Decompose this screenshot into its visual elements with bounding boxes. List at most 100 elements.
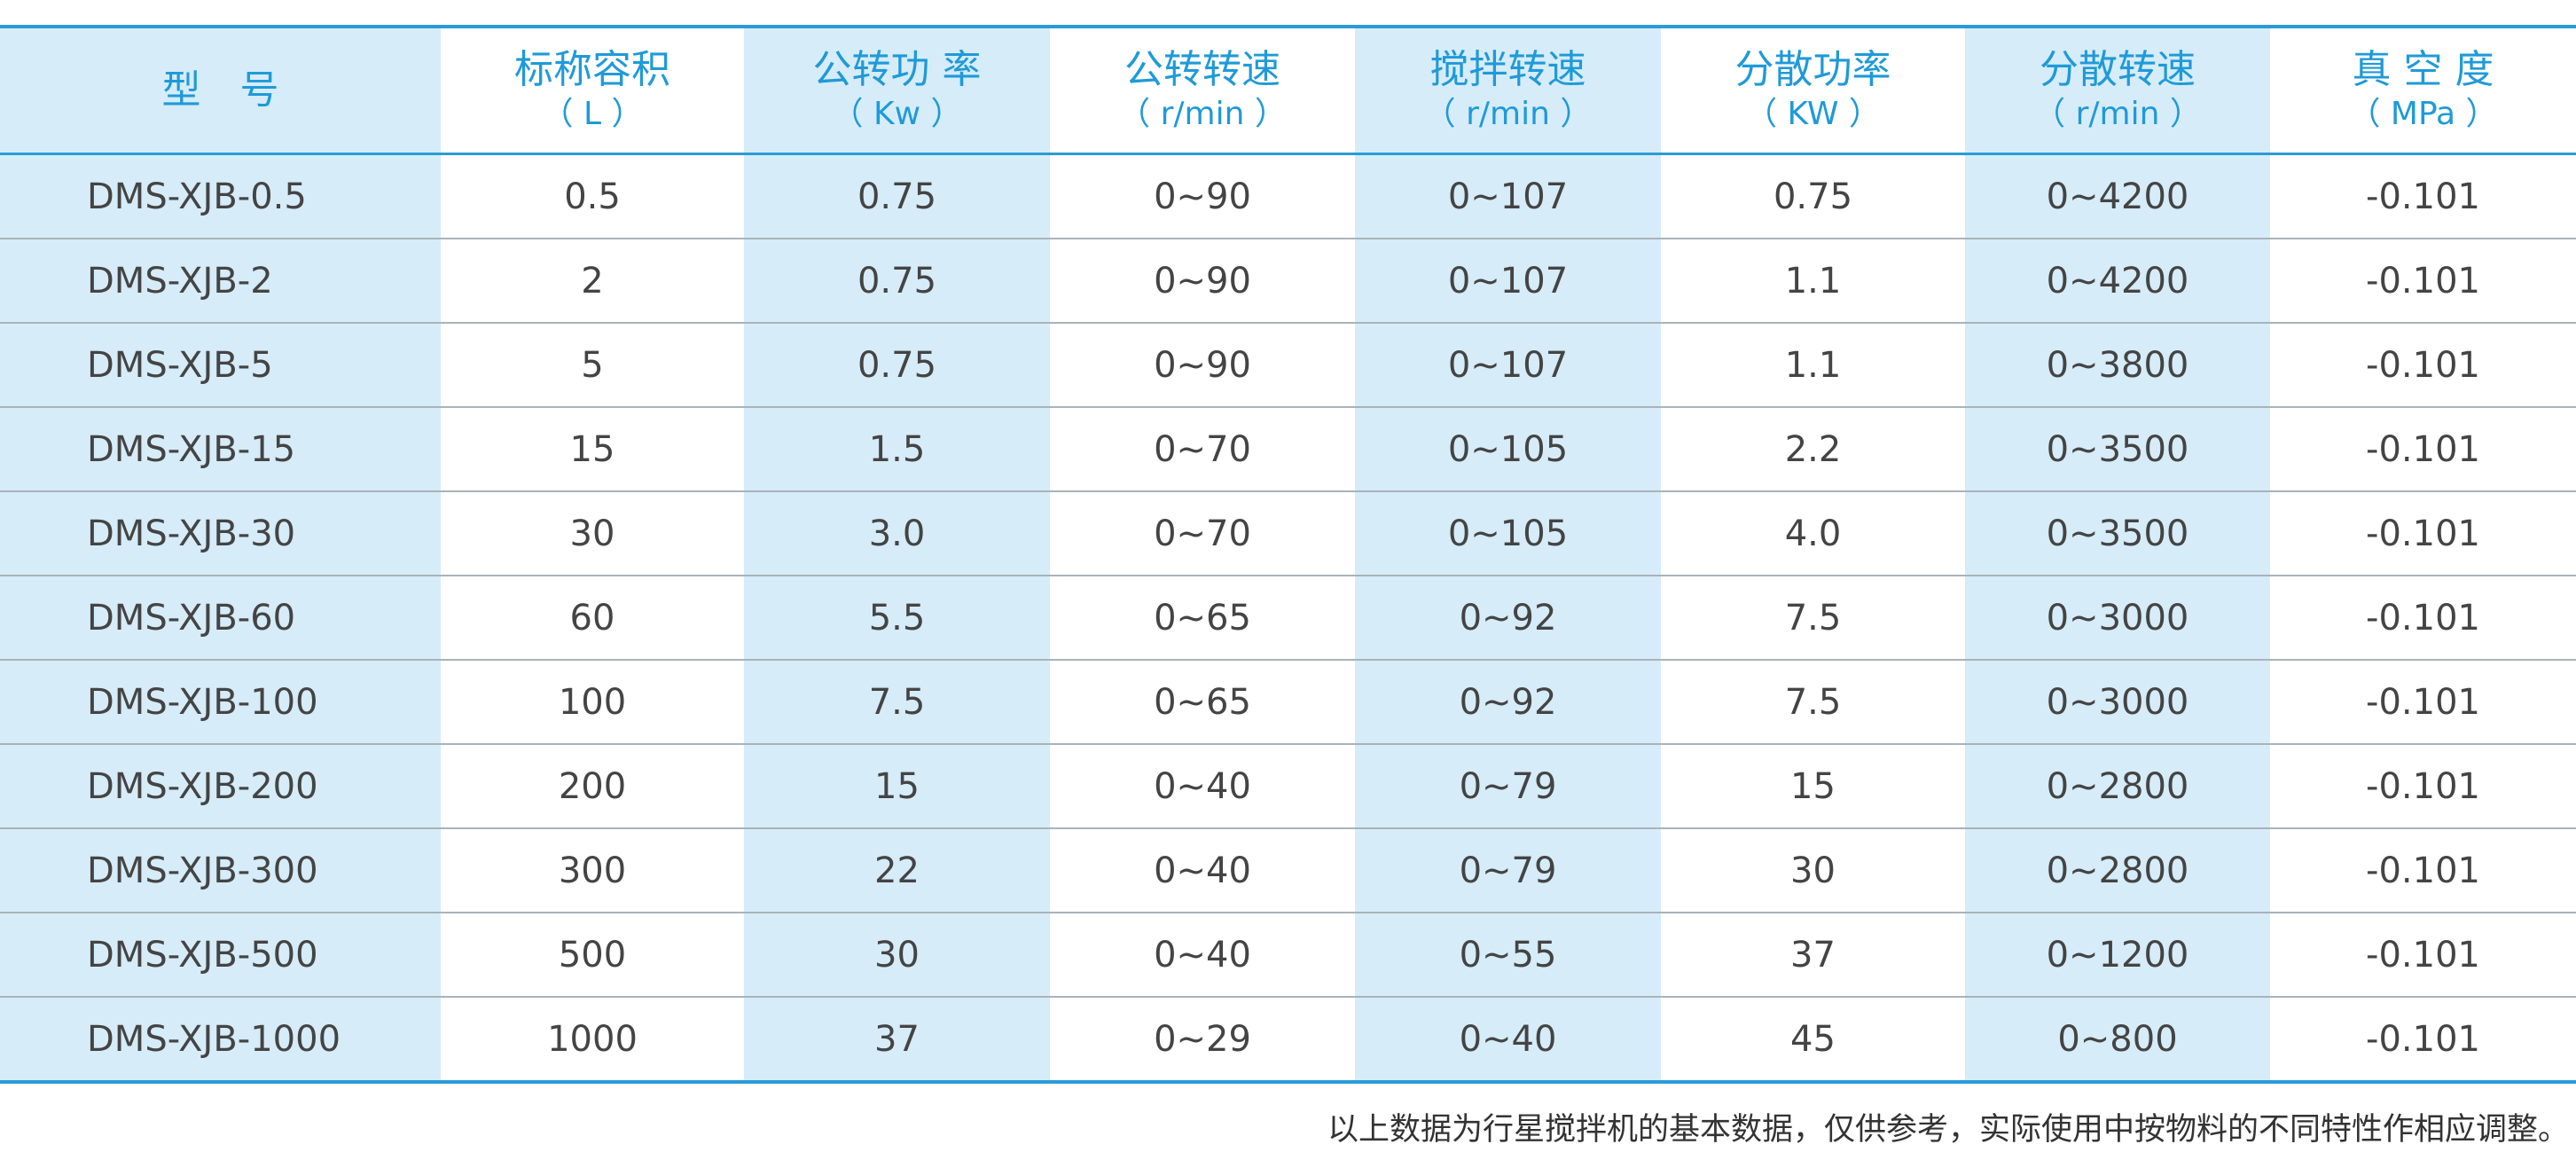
header-name: 型 号 (161, 67, 279, 113)
table-cell: 0~105 (1355, 406, 1661, 491)
table-cell: 0~3000 (1965, 575, 2270, 660)
table-cell: 1.5 (744, 406, 1050, 491)
table-cell: 0~79 (1355, 827, 1661, 913)
table-cell: DMS-XJB-100 (0, 659, 441, 744)
table-cell: 0~70 (1050, 406, 1355, 491)
table-cell: 0~4200 (1965, 153, 2270, 239)
table-cell: 2 (441, 238, 744, 323)
table-cell: DMS-XJB-5 (0, 322, 441, 407)
table-cell: 500 (441, 912, 744, 997)
table-cell: DMS-XJB-200 (0, 743, 441, 828)
table-cell: 0.75 (1661, 153, 1965, 239)
table-cell: 0~4200 (1965, 238, 2270, 323)
table-cell: 0~107 (1355, 153, 1661, 239)
table-cell: 0~79 (1355, 743, 1661, 828)
table-cell: 0~2800 (1965, 743, 2270, 828)
table-row: DMS-XJB-100 100 7.5 0~65 0~92 7.5 0~3000 -0.101 (0, 659, 2576, 744)
table-cell: DMS-XJB-15 (0, 406, 441, 491)
header-name: 分散转速 (2040, 47, 2196, 92)
table-row: DMS-XJB-300 300 22 0~40 0~79 30 0~2800 -0.101 (0, 827, 2576, 913)
table-cell: 1.1 (1661, 238, 1965, 323)
table-cell: 0~3000 (1965, 659, 2270, 744)
table-cell: 1.1 (1661, 322, 1965, 407)
table-cell: 0~29 (1050, 996, 1355, 1082)
table-cell: DMS-XJB-1000 (0, 996, 441, 1082)
header-row: 型 号标称容积（ L ）公转功 率（ Kw ）公转转速（ r/min ）搅拌转速… (0, 27, 2576, 155)
header-unit: （ MPa ） (2348, 96, 2498, 132)
table-cell: 15 (1661, 743, 1965, 828)
header-name: 标称容积 (514, 47, 670, 92)
table-body: DMS-XJB-0.5 0.5 0.75 0~90 0~107 0.75 0~4200 -0.… (0, 153, 2576, 1082)
table-cell: DMS-XJB-500 (0, 912, 441, 997)
table-row: DMS-XJB-500 500 30 0~40 0~55 37 0~1200 -0.101 (0, 912, 2576, 997)
table-cell: -0.101 (2270, 406, 2576, 491)
table-cell: -0.101 (2270, 659, 2576, 744)
table-cell: 0~107 (1355, 238, 1661, 323)
table-row: DMS-XJB-0.5 0.5 0.75 0~90 0~107 0.75 0~4200 -0.… (0, 153, 2576, 239)
table-cell: 0~105 (1355, 490, 1661, 576)
header-cell: 型 号 (0, 27, 441, 155)
table-cell: 0.75 (744, 322, 1050, 407)
table-cell: 0~40 (1050, 743, 1355, 828)
table-cell: 37 (1661, 912, 1965, 997)
table-cell: 0~107 (1355, 322, 1661, 407)
table-cell: -0.101 (2270, 575, 2576, 660)
table-cell: 5 (441, 322, 744, 407)
table-cell: DMS-XJB-30 (0, 490, 441, 576)
table-cell: 37 (744, 996, 1050, 1082)
table-cell: 7.5 (1661, 659, 1965, 744)
table-cell: 0~65 (1050, 659, 1355, 744)
header-unit: （ r/min ） (1118, 96, 1287, 132)
table-cell: DMS-XJB-60 (0, 575, 441, 660)
spec-table: 型 号标称容积（ L ）公转功 率（ Kw ）公转转速（ r/min ）搅拌转速… (0, 25, 2576, 1084)
table-cell: 0~90 (1050, 238, 1355, 323)
header-unit: （ KW ） (1745, 96, 1881, 132)
table-cell: 100 (441, 659, 744, 744)
table-row: DMS-XJB-5 5 0.75 0~90 0~107 1.1 0~3800 -0.101 (0, 322, 2576, 407)
table-cell: 22 (744, 827, 1050, 913)
table-cell: -0.101 (2270, 490, 2576, 576)
table-cell: 0~1200 (1965, 912, 2270, 997)
table-cell: 15 (441, 406, 744, 491)
header-cell: 标称容积 （ L ） (441, 27, 744, 155)
table-cell: 0.75 (744, 238, 1050, 323)
table-cell: 0.75 (744, 153, 1050, 239)
table-row: DMS-XJB-2 2 0.75 0~90 0~107 1.1 0~4200 -0.101 (0, 238, 2576, 323)
header-name: 公转转速 (1124, 47, 1280, 92)
table-cell: 200 (441, 743, 744, 828)
table-row: DMS-XJB-200 200 15 0~40 0~79 15 0~2800 -0.101 (0, 743, 2576, 828)
table-cell: 30 (1661, 827, 1965, 913)
header-cell: 搅拌转速 （ r/min ） (1355, 27, 1661, 155)
header-unit: （ L ） (541, 96, 644, 132)
table-cell: -0.101 (2270, 238, 2576, 323)
table-cell: 0~2800 (1965, 827, 2270, 913)
header-name: 公转功 率 (812, 47, 982, 92)
table-cell: 0~3800 (1965, 322, 2270, 407)
table-cell: DMS-XJB-300 (0, 827, 441, 913)
table-cell: 0~90 (1050, 153, 1355, 239)
header-unit: （ r/min ） (2033, 96, 2202, 132)
table-cell: 0~70 (1050, 490, 1355, 576)
table-cell: 0~800 (1965, 996, 2270, 1082)
table-row: DMS-XJB-30 30 3.0 0~70 0~105 4.0 0~3500 -0.101 (0, 490, 2576, 576)
table-cell: 30 (744, 912, 1050, 997)
header-unit: （ r/min ） (1423, 96, 1593, 132)
table-row: DMS-XJB-15 15 1.5 0~70 0~105 2.2 0~3500 -0.101 (0, 406, 2576, 491)
table-row: DMS-XJB-1000 1000 37 0~29 0~40 45 0~800 -0.101 (0, 996, 2576, 1082)
table-cell: 0~90 (1050, 322, 1355, 407)
table-cell: -0.101 (2270, 743, 2576, 828)
footnote: 以上数据为行星搅拌机的基本数据，仅供参考，实际使用中按物料的不同特性作相应调整。 (1327, 1112, 2569, 1148)
table-cell: -0.101 (2270, 912, 2576, 997)
table-cell: -0.101 (2270, 827, 2576, 913)
header-cell: 分散功率 （ KW ） (1661, 27, 1965, 155)
table-cell: 0~65 (1050, 575, 1355, 660)
table-cell: DMS-XJB-0.5 (0, 153, 441, 239)
header-cell: 真 空 度 （ MPa ） (2270, 27, 2576, 155)
table-cell: 7.5 (744, 659, 1050, 744)
table-cell: 0~55 (1355, 912, 1661, 997)
table-cell: 1000 (441, 996, 744, 1082)
table-cell: 0~40 (1050, 912, 1355, 997)
table-cell: 0~3500 (1965, 406, 2270, 491)
header-cell: 分散转速 （ r/min ） (1965, 27, 2270, 155)
